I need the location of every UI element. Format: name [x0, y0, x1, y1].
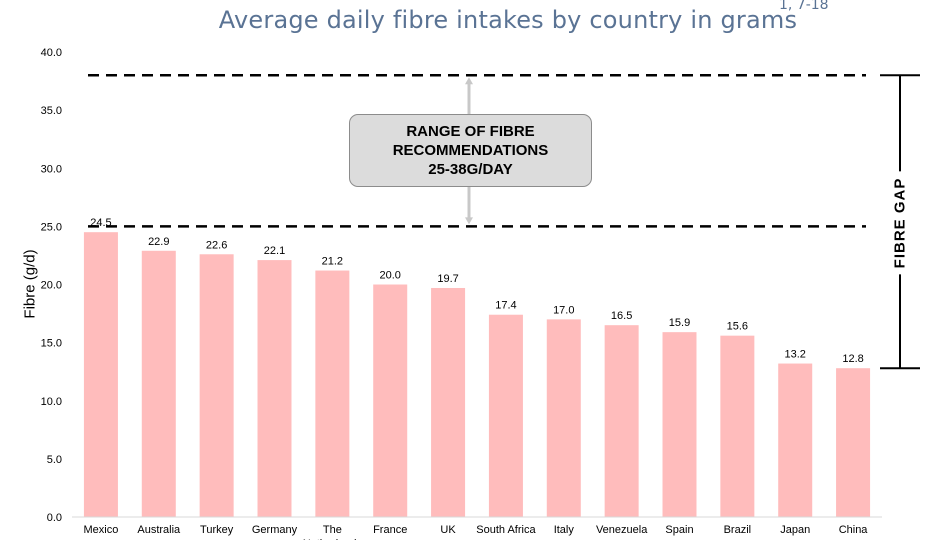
bar	[546, 319, 581, 517]
x-tick-label: Mexico	[84, 524, 119, 536]
value-label: 22.1	[264, 245, 285, 257]
chart-title-reference: 1, 7-18	[779, 0, 829, 13]
x-tick-label: Germany	[252, 524, 298, 536]
x-tick-label: South Africa	[476, 524, 536, 536]
x-tick-label: Australia	[137, 524, 181, 536]
x-tick-label: Brazil	[724, 524, 752, 536]
bar	[315, 270, 350, 517]
range-arrow-head-down	[465, 217, 473, 225]
y-tick-label: 0.0	[47, 512, 62, 524]
x-tick-label: China	[839, 524, 869, 536]
x-tick-label: France	[373, 524, 407, 536]
value-label: 15.6	[727, 321, 748, 333]
bar	[431, 287, 466, 517]
x-tick-label: Turkey	[200, 524, 234, 536]
y-tick-label: 30.0	[41, 163, 62, 175]
bar	[836, 368, 871, 517]
y-tick-label: 20.0	[41, 280, 62, 292]
x-tick-label: TheNetherlands	[303, 524, 363, 540]
x-tick-label: UK	[440, 524, 456, 536]
value-label: 22.9	[148, 236, 169, 248]
range-box-line-1: RANGE OF FIBRE	[406, 123, 535, 140]
range-arrow-head-up	[465, 77, 473, 85]
x-tick-label: Japan	[780, 524, 810, 536]
value-label: 15.9	[669, 317, 690, 329]
bar	[141, 250, 176, 517]
bar	[662, 332, 697, 517]
bar	[373, 284, 408, 517]
value-label: 12.8	[842, 353, 863, 365]
range-annotation-box: RANGE OF FIBRE RECOMMENDATIONS 25-38G/DA…	[349, 114, 592, 187]
bar	[778, 363, 813, 517]
y-tick-label: 25.0	[41, 221, 62, 233]
fibre-gap-label: FIBRE GAP	[891, 171, 909, 275]
value-label: 22.6	[206, 239, 227, 251]
x-tick-label: Spain	[665, 524, 693, 536]
y-axis-label: Fibre (g/d)	[21, 249, 39, 319]
value-label: 21.2	[322, 256, 343, 268]
range-box-line-2: RECOMMENDATIONS	[392, 142, 549, 159]
y-tick-label: 5.0	[47, 454, 62, 466]
bar	[83, 232, 118, 517]
value-label: 13.2	[785, 349, 806, 361]
chart-title: Average daily fibre intakes by country i…	[218, 6, 798, 34]
y-tick-label: 35.0	[41, 105, 62, 117]
x-tick-label: Venezuela	[596, 524, 648, 536]
value-label: 20.0	[380, 270, 401, 282]
bars	[72, 232, 882, 518]
value-labels: 24.522.9 22.6 22.121.220.0 19.717.4 17.0 16.5…	[90, 217, 864, 365]
value-label: 19.7	[437, 273, 458, 285]
y-tick-label: 40.0	[41, 47, 62, 59]
bar	[720, 335, 755, 517]
bar	[488, 314, 523, 517]
y-axis-ticks: 0.0 5.0 10.0 15.0 20.0 25.0 30.0 35.0 40.0	[41, 47, 62, 524]
bar	[199, 254, 234, 517]
x-tick-label: Italy	[554, 524, 575, 536]
value-label: 17.4	[495, 300, 516, 312]
value-label: 17.0	[553, 304, 574, 316]
bar	[604, 325, 639, 517]
value-label: 16.5	[611, 310, 632, 322]
bar	[257, 260, 292, 517]
y-tick-label: 15.0	[41, 338, 62, 350]
y-tick-label: 10.0	[41, 396, 62, 408]
range-box-line-3: 25-38G/DAY	[428, 161, 513, 178]
x-axis-labels: Mexico Australia Turkey Germany TheNetherlan…	[84, 524, 869, 540]
